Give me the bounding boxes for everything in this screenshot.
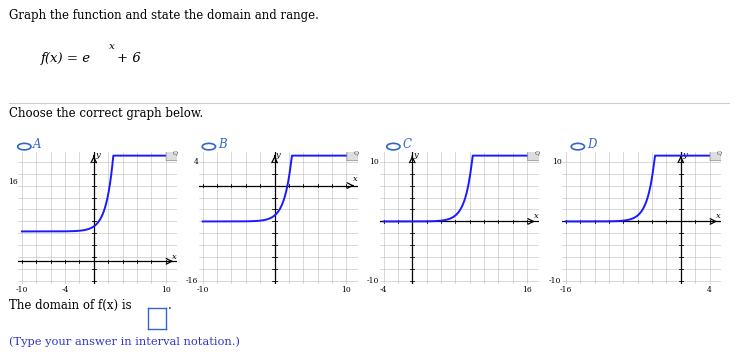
Text: + 6: + 6 [117,52,140,66]
Text: -10: -10 [549,277,562,285]
Text: -4: -4 [61,286,69,294]
Text: 10: 10 [370,157,379,165]
Text: .: . [168,299,171,312]
FancyBboxPatch shape [528,145,547,161]
Text: x: x [716,212,720,220]
Text: The domain of f(x) is: The domain of f(x) is [9,299,135,312]
Text: Q: Q [173,150,178,155]
Text: A: A [33,138,42,151]
Text: Graph the function and state the domain and range.: Graph the function and state the domain … [9,9,319,22]
FancyBboxPatch shape [710,145,729,161]
Text: y: y [682,151,687,159]
Text: Choose the correct graph below.: Choose the correct graph below. [9,107,203,120]
Text: -16: -16 [186,277,199,285]
Text: 10: 10 [342,286,351,294]
Text: f(x) = e: f(x) = e [41,52,91,66]
Text: y: y [95,151,100,159]
Text: 16: 16 [523,286,532,294]
Text: x: x [534,212,538,220]
FancyBboxPatch shape [166,145,185,161]
Text: -4: -4 [380,286,387,294]
Text: -10: -10 [15,286,28,294]
Text: 16: 16 [8,178,18,186]
Text: x: x [172,253,176,261]
Text: 4: 4 [707,286,712,294]
Text: -10: -10 [367,277,379,285]
Text: B: B [218,138,227,151]
Text: 10: 10 [161,286,170,294]
FancyBboxPatch shape [347,145,366,161]
Text: -16: -16 [559,286,572,294]
Text: 10: 10 [552,157,562,165]
Text: x: x [353,175,357,183]
Text: -10: -10 [196,286,209,294]
Text: (Type your answer in interval notation.): (Type your answer in interval notation.) [9,337,240,347]
Text: D: D [587,138,596,151]
Text: y: y [413,151,418,159]
Text: Q: Q [534,150,539,155]
Text: C: C [402,138,411,151]
Text: y: y [276,151,280,159]
Text: Q: Q [354,150,359,155]
Text: 4: 4 [193,157,199,165]
Text: Q: Q [717,150,722,155]
Text: x: x [109,42,115,51]
